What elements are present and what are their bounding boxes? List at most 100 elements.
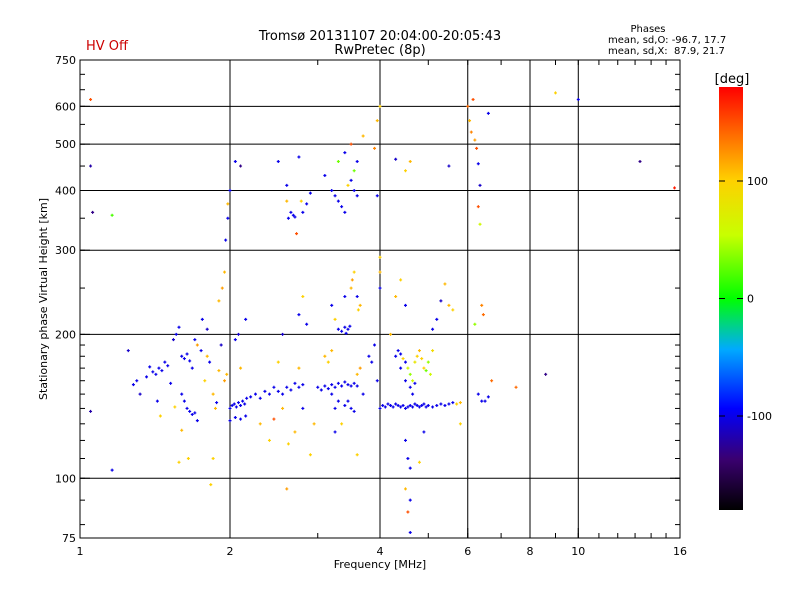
data-point bbox=[131, 383, 135, 387]
data-point bbox=[330, 188, 334, 192]
data-point bbox=[199, 349, 203, 353]
data-point bbox=[447, 303, 451, 307]
data-point bbox=[403, 360, 407, 364]
data-point bbox=[403, 379, 407, 383]
data-point bbox=[295, 232, 299, 236]
data-point bbox=[417, 405, 421, 409]
data-point bbox=[399, 352, 403, 356]
data-point bbox=[301, 383, 305, 387]
data-point bbox=[352, 381, 356, 385]
data-point bbox=[403, 487, 407, 491]
data-point bbox=[110, 213, 114, 217]
data-point bbox=[219, 343, 223, 347]
x-tick-label: 4 bbox=[377, 545, 384, 558]
data-point bbox=[193, 338, 197, 342]
data-point bbox=[358, 366, 362, 370]
data-point bbox=[301, 406, 305, 410]
data-point bbox=[291, 213, 295, 217]
data-point bbox=[389, 403, 393, 407]
data-point bbox=[486, 111, 490, 115]
data-point bbox=[293, 381, 297, 385]
data-point bbox=[228, 406, 232, 410]
data-point bbox=[358, 303, 362, 307]
data-point bbox=[422, 402, 426, 406]
data-point bbox=[239, 164, 243, 168]
data-point bbox=[233, 338, 237, 342]
data-point bbox=[316, 385, 320, 389]
data-point bbox=[180, 428, 184, 432]
data-point bbox=[406, 510, 410, 514]
data-point bbox=[553, 91, 557, 95]
data-point bbox=[451, 401, 455, 405]
data-point bbox=[312, 422, 316, 426]
data-point bbox=[408, 498, 412, 502]
data-point bbox=[301, 210, 305, 214]
data-point bbox=[333, 317, 337, 321]
data-point bbox=[286, 442, 290, 446]
data-point bbox=[396, 403, 400, 407]
y-tick-label: 400 bbox=[55, 184, 76, 197]
data-point bbox=[373, 343, 377, 347]
data-point bbox=[158, 414, 162, 418]
data-point bbox=[236, 332, 240, 336]
data-point bbox=[399, 405, 403, 409]
data-point bbox=[289, 388, 293, 392]
data-point bbox=[239, 403, 243, 407]
data-point bbox=[245, 396, 249, 400]
data-point bbox=[490, 379, 494, 383]
data-point bbox=[403, 169, 407, 173]
data-point bbox=[211, 456, 215, 460]
data-point bbox=[408, 466, 412, 470]
data-point bbox=[323, 354, 327, 358]
data-point bbox=[343, 325, 347, 329]
data-point bbox=[336, 327, 340, 331]
data-point bbox=[272, 417, 276, 421]
data-point bbox=[249, 395, 253, 399]
data-point bbox=[230, 403, 234, 407]
data-point bbox=[276, 389, 280, 393]
data-point bbox=[223, 270, 227, 274]
data-point bbox=[343, 295, 347, 299]
data-point bbox=[346, 183, 350, 187]
data-point bbox=[458, 401, 462, 405]
data-point bbox=[394, 157, 398, 161]
data-point bbox=[422, 366, 426, 370]
data-point bbox=[293, 215, 297, 219]
data-point bbox=[443, 282, 447, 286]
data-point bbox=[217, 369, 221, 373]
data-point bbox=[408, 403, 412, 407]
x-axis-label: Frequency [MHz] bbox=[334, 558, 426, 571]
phases-x-stats: mean, sd,X: 87.9, 21.7 bbox=[608, 46, 725, 57]
y-tick-label: 300 bbox=[55, 244, 76, 257]
data-point bbox=[233, 416, 237, 420]
data-point bbox=[356, 308, 360, 312]
x-tick-label: 2 bbox=[227, 545, 234, 558]
data-point bbox=[473, 322, 477, 326]
x-tick-label: 10 bbox=[571, 545, 585, 558]
data-point bbox=[350, 278, 354, 282]
data-point bbox=[244, 317, 248, 321]
y-tick-label: 750 bbox=[55, 54, 76, 67]
data-point bbox=[426, 360, 430, 364]
data-point bbox=[439, 299, 443, 303]
data-point bbox=[413, 381, 417, 385]
data-point bbox=[319, 388, 323, 392]
data-point bbox=[378, 104, 382, 108]
data-point bbox=[383, 405, 387, 409]
data-point bbox=[349, 286, 353, 290]
data-point bbox=[435, 317, 439, 321]
data-point bbox=[375, 194, 379, 198]
data-point bbox=[323, 173, 327, 177]
data-point bbox=[228, 188, 232, 192]
data-point bbox=[355, 194, 359, 198]
data-point bbox=[267, 438, 271, 442]
data-point bbox=[305, 202, 309, 206]
data-point bbox=[544, 372, 548, 376]
data-point bbox=[415, 354, 419, 358]
data-point bbox=[355, 372, 359, 376]
data-point bbox=[195, 419, 199, 423]
data-point bbox=[355, 453, 359, 457]
data-point bbox=[352, 169, 356, 173]
data-point bbox=[333, 430, 337, 434]
data-point bbox=[431, 349, 435, 353]
